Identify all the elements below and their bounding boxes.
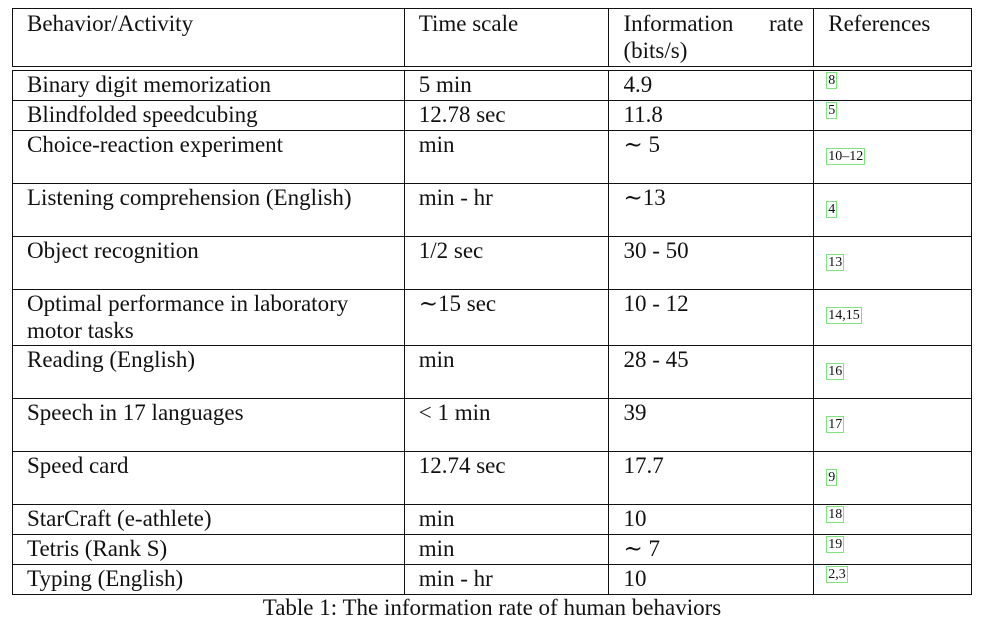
behavior-cell: Listening comprehension (English) [12,183,405,237]
rate-cell: 39 [608,398,815,452]
time-scale-cell: min - hr [403,183,610,237]
rate-cell: ∼ 5 [608,130,815,184]
header-time-scale: Time scale [403,8,610,67]
header-row: Behavior/Activity Time scale Information… [12,8,972,67]
table-row: Blindfolded speedcubing 12.78 sec 11.8 5 [12,100,972,131]
header-units: (bits/s) [623,38,688,63]
time-scale-cell: 1/2 sec [403,236,610,290]
time-scale-cell: min - hr [403,564,610,595]
reference-cell: 16 [813,345,972,399]
citation-link[interactable]: 5 [826,102,838,119]
table-row: Typing (English) min - hr 10 2,3 [12,564,972,595]
table-row: StarCraft (e-athlete) min 10 18 [12,504,972,535]
rate-cell: 28 - 45 [608,345,815,399]
behavior-cell: Optimal performance in laboratory motor … [12,289,405,346]
time-scale-cell: min [403,130,610,184]
behavior-cell: Binary digit memorization [12,70,405,101]
header-references: References [813,8,972,67]
rate-cell: 11.8 [608,100,815,131]
reference-cell: 9 [813,451,972,505]
behavior-cell: Speed card [12,451,405,505]
behavior-cell: Speech in 17 languages [12,398,405,452]
time-scale-cell: min [403,534,610,565]
reference-cell: 2,3 [813,564,972,595]
behavior-cell: Tetris (Rank S) [12,534,405,565]
rate-cell: 10 [608,504,815,535]
citation-link[interactable]: 14,15 [826,307,862,324]
table-row: Listening comprehension (English) min - h… [12,183,972,237]
time-scale-cell: min [403,345,610,399]
reference-cell: 4 [813,183,972,237]
table-row: Speech in 17 languages < 1 min 39 17 [12,398,972,452]
citation-link[interactable]: 8 [826,72,838,89]
citation-link[interactable]: 16 [826,363,845,380]
behavior-cell: Choice-reaction experiment [12,130,405,184]
citation-link[interactable]: 10–12 [826,148,866,165]
reference-cell: 5 [813,100,972,131]
time-scale-cell: ∼15 sec [403,289,610,346]
time-scale-cell: 12.74 sec [403,451,610,505]
behavior-cell: Typing (English) [12,564,405,595]
header-information-rate: Information rate (bits/s) [608,8,815,67]
citation-link[interactable]: 19 [826,536,845,553]
table-row: Tetris (Rank S) min ∼ 7 19 [12,534,972,565]
time-scale-cell: min [403,504,610,535]
table-row: Speed card 12.74 sec 17.7 9 [12,451,972,505]
reference-cell: 14,15 [813,289,972,346]
table-row: Optimal performance in laboratory motor … [12,289,972,346]
table-row: Reading (English) min 28 - 45 16 [12,345,972,399]
reference-cell: 17 [813,398,972,452]
table-caption: Table 1: The information rate of human b… [262,595,722,620]
rate-cell: ∼ 7 [608,534,815,565]
time-scale-cell: 5 min [403,70,610,101]
rate-cell: 17.7 [608,451,815,505]
table-rows: Binary digit memorization 5 min 4.9 8 Blindf… [12,70,972,595]
reference-cell: 18 [813,504,972,535]
citation-link[interactable]: 4 [826,201,838,218]
table-header: Behavior/Activity Time scale Information… [12,8,972,67]
header-rate-word: rate [769,11,804,36]
reference-cell: 13 [813,236,972,290]
reference-cell: 19 [813,534,972,565]
reference-cell: 8 [813,70,972,101]
time-scale-cell: < 1 min [403,398,610,452]
citation-link[interactable]: 13 [826,254,845,271]
rate-cell: 4.9 [608,70,815,101]
table-row: Object recognition 1/2 sec 30 - 50 13 [12,236,972,290]
citation-link[interactable]: 9 [826,469,838,486]
citation-link[interactable]: 17 [826,416,845,433]
time-scale-cell: 12.78 sec [403,100,610,131]
table-row: Binary digit memorization 5 min 4.9 8 [12,70,972,101]
behavior-cell: Object recognition [12,236,405,290]
reference-cell: 10–12 [813,130,972,184]
rate-cell: ∼13 [608,183,815,237]
rate-cell: 10 - 12 [608,289,815,346]
citation-link[interactable]: 2,3 [826,566,848,583]
behavior-cell: Reading (English) [12,345,405,399]
table-row: Choice-reaction experiment min ∼ 5 10–12 [12,130,972,184]
behavior-cell: Blindfolded speedcubing [12,100,405,131]
header-information-word: Information [623,11,734,36]
table-body: Binary digit memorization 5 min 4.9 8 Blindf… [12,70,972,595]
header-behavior: Behavior/Activity [12,8,405,67]
rate-cell: 30 - 50 [608,236,815,290]
citation-link[interactable]: 18 [826,506,845,523]
behavior-cell: StarCraft (e-athlete) [12,504,405,535]
rate-cell: 10 [608,564,815,595]
